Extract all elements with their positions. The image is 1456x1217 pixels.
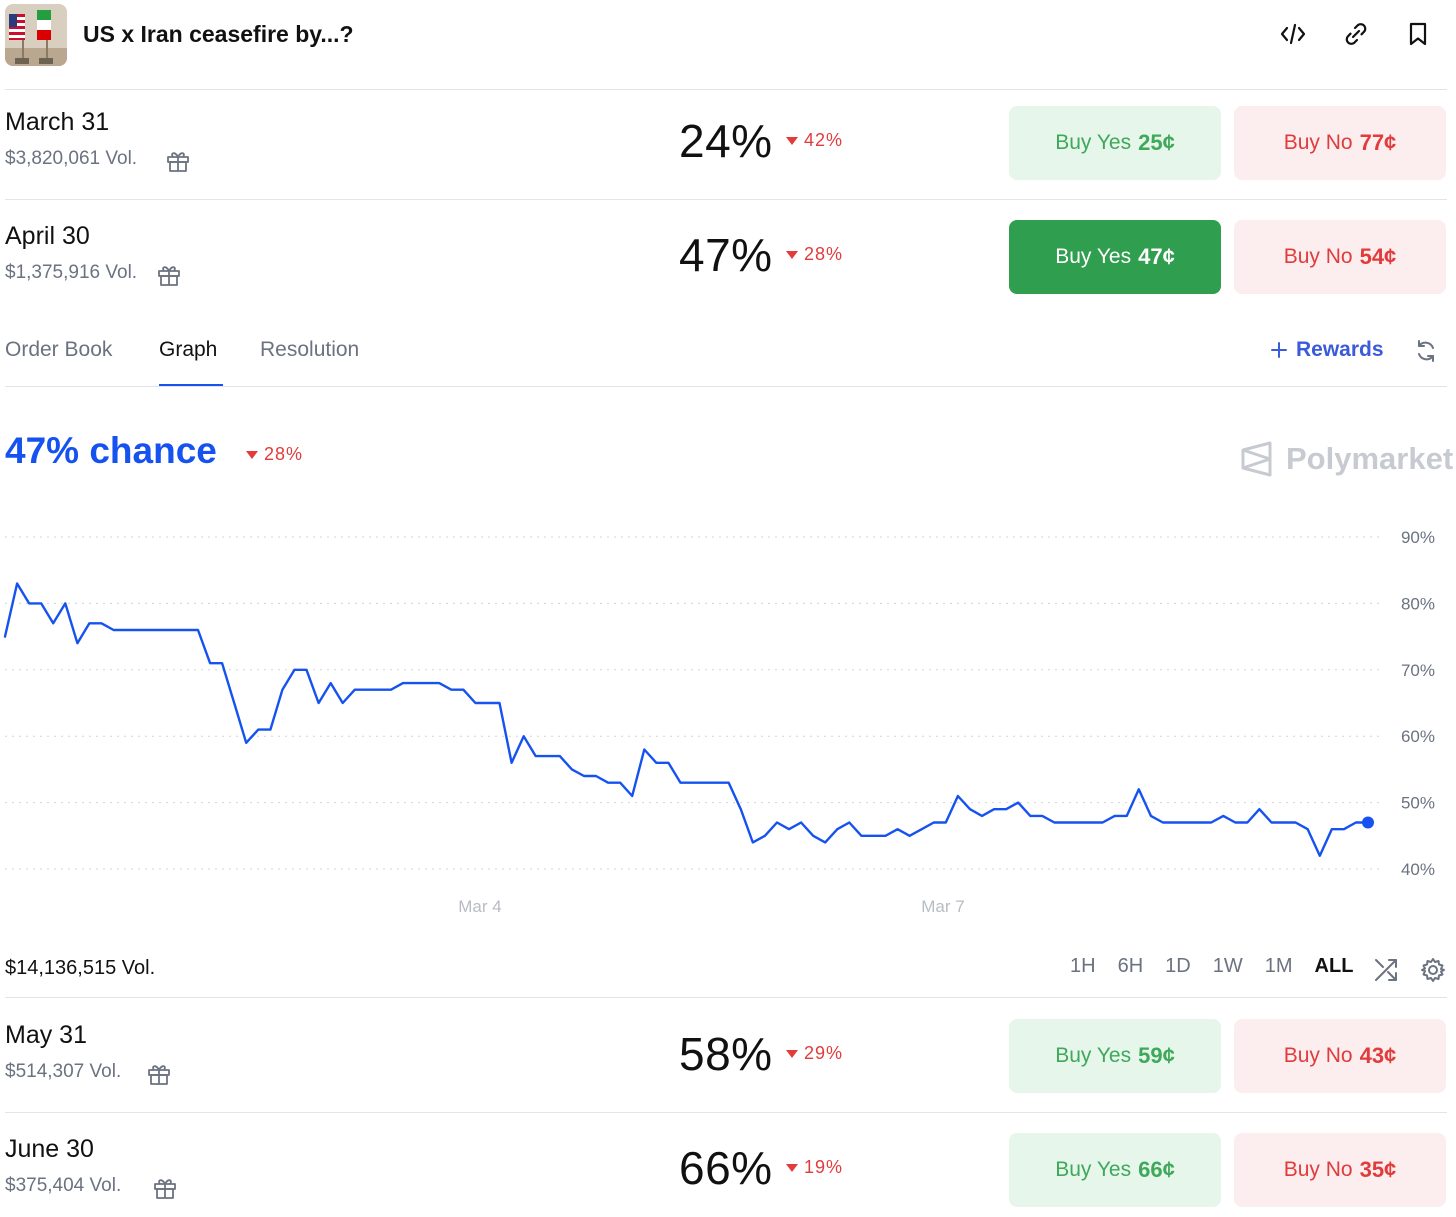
divider — [5, 199, 1447, 200]
link-icon[interactable] — [1340, 18, 1372, 50]
market-title: US x Iran ceasefire by...? — [83, 21, 354, 47]
tab-order-book[interactable]: Order Book — [5, 338, 113, 361]
market-row-march-31[interactable]: March 31 $3,820,061 Vol. 24% 42% Buy Yes… — [0, 90, 1456, 204]
market-volume: $3,820,061 Vol. — [5, 148, 138, 169]
market-probability: 66% — [679, 1142, 773, 1194]
buy-no-button[interactable]: Buy No 43¢ — [1234, 1019, 1446, 1093]
market-change: 29% — [786, 1043, 843, 1064]
active-tab-indicator — [159, 384, 223, 387]
market-tabs: Order Book Graph Resolution Rewards — [0, 330, 1456, 388]
market-thumbnail-image — [5, 4, 67, 66]
market-change: 42% — [786, 130, 843, 151]
tab-graph[interactable]: Graph — [159, 338, 218, 361]
market-row-april-30[interactable]: April 30 $1,375,916 Vol. 47% 28% Buy Yes… — [0, 204, 1456, 318]
current-price-dot — [1362, 816, 1374, 829]
range-1m[interactable]: 1M — [1264, 955, 1293, 977]
range-1h[interactable]: 1H — [1070, 955, 1096, 977]
polymarket-logo-icon — [1241, 441, 1272, 477]
gift-icon[interactable] — [152, 1175, 178, 1201]
price-line — [3, 582, 1370, 857]
buy-no-button[interactable]: Buy No 54¢ — [1234, 220, 1446, 294]
market-date: April 30 — [5, 222, 90, 250]
settings-gear-icon[interactable] — [1419, 956, 1447, 984]
down-triangle-icon — [786, 1049, 798, 1058]
divider — [5, 89, 1447, 90]
market-probability: 47% — [679, 229, 773, 281]
range-6h[interactable]: 6H — [1117, 955, 1144, 977]
market-volume: $1,375,916 Vol. — [5, 262, 138, 283]
buy-yes-button[interactable]: Buy Yes 59¢ — [1009, 1019, 1221, 1093]
range-1d[interactable]: 1D — [1165, 955, 1191, 977]
y-tick-label: 40% — [1401, 860, 1435, 879]
y-tick-label: 70% — [1401, 661, 1435, 680]
market-volume: $375,404 Vol. — [5, 1175, 122, 1196]
x-tick-label: Mar 7 — [921, 897, 964, 916]
buy-yes-button[interactable]: Buy Yes 47¢ — [1009, 220, 1221, 294]
divider — [5, 1112, 1447, 1113]
market-date: June 30 — [5, 1135, 94, 1163]
market-header: US x Iran ceasefire by...? — [0, 0, 1456, 74]
x-tick-label: Mar 4 — [458, 897, 501, 916]
market-date: May 31 — [5, 1021, 87, 1049]
market-row-may-31[interactable]: May 31 $514,307 Vol. 58% 29% Buy Yes 59¢ … — [0, 1003, 1456, 1117]
shuffle-icon[interactable] — [1372, 956, 1400, 984]
time-range-selector: 1H 6H 1D 1W 1M ALL — [1070, 955, 1375, 978]
buy-yes-button[interactable]: Buy Yes 25¢ — [1009, 106, 1221, 180]
gift-icon[interactable] — [146, 1061, 172, 1087]
market-volume: $514,307 Vol. — [5, 1061, 122, 1082]
gift-icon[interactable] — [165, 148, 191, 174]
bookmark-icon[interactable] — [1402, 18, 1434, 50]
buy-yes-button[interactable]: Buy Yes 66¢ — [1009, 1133, 1221, 1207]
y-tick-label: 80% — [1401, 594, 1435, 613]
chance-change: 28% — [246, 444, 303, 465]
down-triangle-icon — [786, 136, 798, 145]
market-probability: 24% — [679, 115, 773, 167]
buy-no-button[interactable]: Buy No 35¢ — [1234, 1133, 1446, 1207]
chance-label: 47% chance — [5, 430, 217, 471]
divider — [5, 386, 1447, 387]
market-probability: 58% — [679, 1028, 773, 1080]
polymarket-watermark: Polymarket — [1240, 440, 1453, 478]
range-1w[interactable]: 1W — [1212, 955, 1243, 977]
y-tick-label: 60% — [1401, 727, 1435, 746]
plus-icon — [1271, 342, 1287, 358]
refresh-icon[interactable] — [1413, 338, 1439, 364]
price-history-chart[interactable]: 90% 80% 70% 60% 50% 40% Mar 4 Mar 7 — [0, 500, 1456, 930]
market-change: 28% — [786, 244, 843, 265]
tab-resolution[interactable]: Resolution — [260, 338, 360, 361]
market-change: 19% — [786, 1157, 843, 1178]
down-triangle-icon — [246, 450, 258, 459]
gift-icon[interactable] — [156, 262, 182, 288]
down-triangle-icon — [786, 250, 798, 259]
market-row-june-30[interactable]: June 30 $375,404 Vol. 66% 19% Buy Yes 66¢… — [0, 1117, 1456, 1217]
embed-code-icon[interactable] — [1277, 18, 1309, 50]
range-all[interactable]: ALL — [1314, 955, 1354, 977]
divider — [5, 997, 1447, 998]
total-volume: $14,136,515 Vol. — [5, 957, 156, 979]
rewards-button[interactable]: Rewards — [1270, 338, 1384, 362]
y-tick-label: 50% — [1401, 794, 1435, 813]
buy-no-button[interactable]: Buy No 77¢ — [1234, 106, 1446, 180]
market-date: March 31 — [5, 108, 110, 136]
down-triangle-icon — [786, 1163, 798, 1172]
y-tick-label: 90% — [1401, 528, 1435, 547]
